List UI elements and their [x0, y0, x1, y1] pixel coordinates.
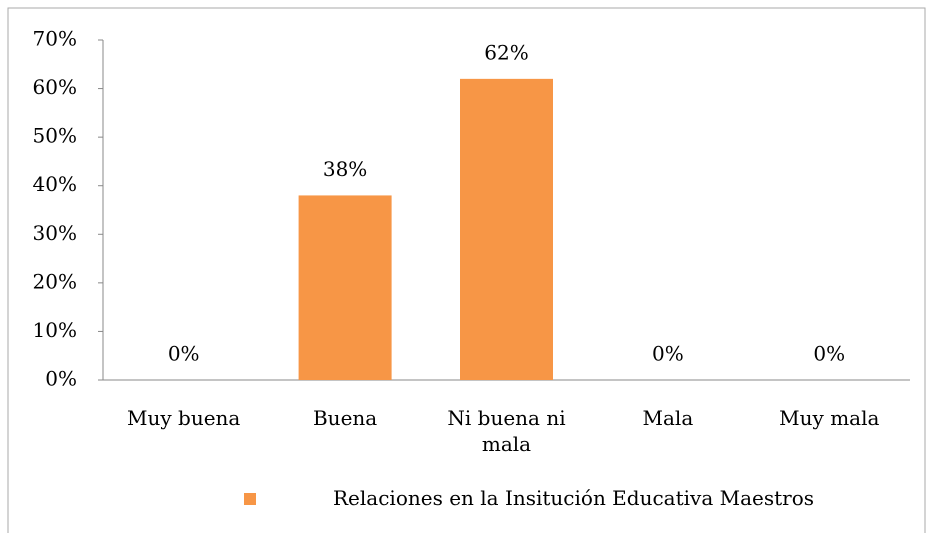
- y-tick-label: 30%: [33, 221, 77, 245]
- value-label: 38%: [323, 157, 367, 181]
- value-label: 0%: [813, 342, 845, 366]
- y-tick-label: 0%: [45, 367, 77, 391]
- chart-frame: [7, 7, 926, 533]
- legend-marker: [244, 493, 256, 505]
- x-tick-label: Muy mala: [779, 406, 880, 430]
- value-label: 62%: [484, 40, 528, 64]
- y-tick-label: 10%: [33, 318, 77, 342]
- x-tick-label: Buena: [312, 406, 378, 430]
- y-tick-label: 20%: [33, 269, 77, 293]
- x-tick-label: Ni buena ni mala: [447, 406, 566, 456]
- x-tick-label: Muy buena: [127, 406, 241, 430]
- y-tick-label: 60%: [33, 75, 77, 99]
- legend-label: Relaciones en la Insitución Educativa Ma…: [333, 486, 815, 510]
- x-tick-label: Mala: [642, 406, 694, 430]
- bar: [298, 195, 392, 380]
- value-label: 0%: [168, 342, 200, 366]
- value-label: 0%: [652, 342, 684, 366]
- y-tick-label: 70%: [33, 27, 77, 51]
- bar: [460, 78, 553, 380]
- y-tick-label: 40%: [33, 172, 77, 196]
- y-tick-label: 50%: [33, 124, 77, 148]
